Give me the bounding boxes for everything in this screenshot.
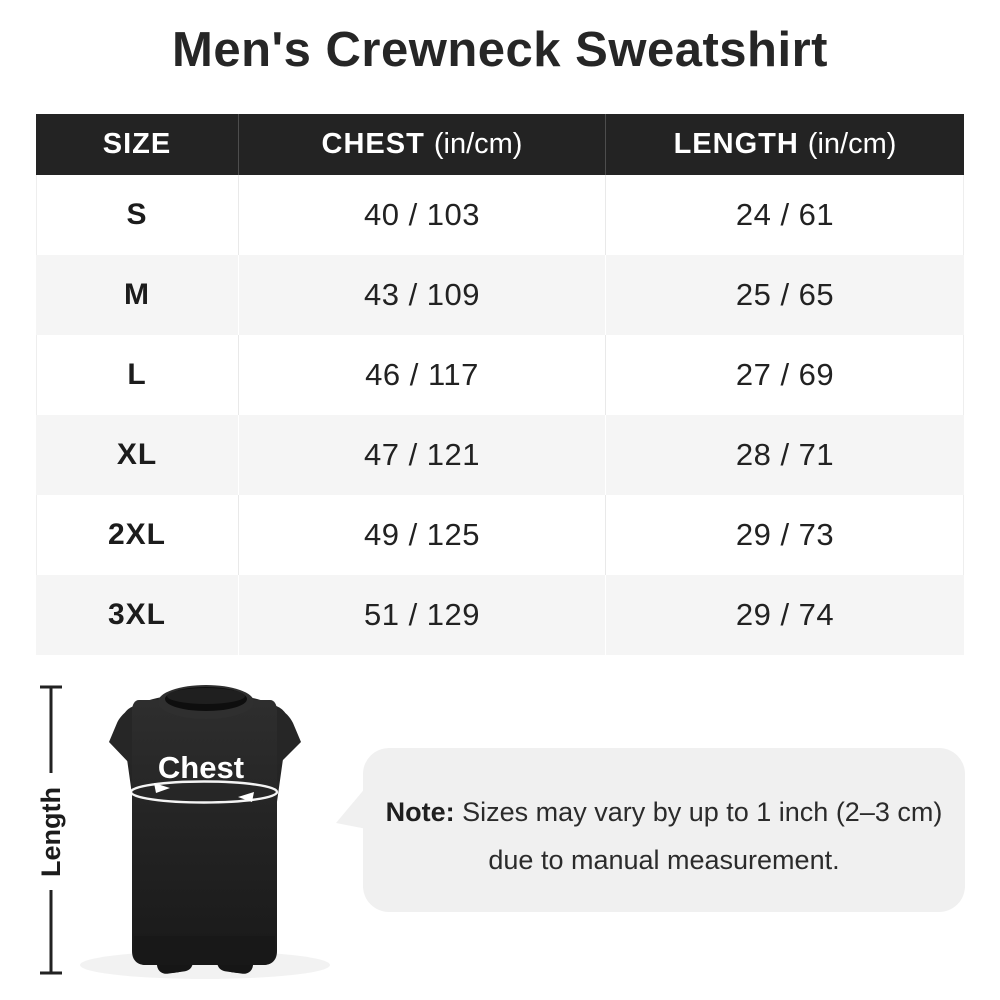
length-cell: 29 / 73 <box>605 495 964 575</box>
size-cell: 2XL <box>107 518 167 551</box>
note-bubble: Note: Sizes may vary by up to 1 inch (2–… <box>363 748 965 912</box>
chest-cell: 46 / 117 <box>238 335 605 415</box>
table-row-xl: XL 47 / 121 28 / 71 <box>36 415 964 495</box>
header-chest-unit: (in/cm) <box>433 128 523 160</box>
arrowhead-right-icon <box>154 783 170 793</box>
note-line1-text: Sizes may vary by up to 1 inch (2–3 cm) <box>462 797 943 827</box>
chest-label: Chest <box>158 750 244 785</box>
chest-cell: 51 / 129 <box>238 575 605 655</box>
length-cell: 25 / 65 <box>605 255 964 335</box>
size-cell: XL <box>116 438 158 471</box>
length-cell: 29 / 74 <box>605 575 964 655</box>
page-title: Men's Crewneck Sweatshirt <box>172 23 828 77</box>
header-chest-label: CHEST <box>321 128 425 160</box>
length-measure-line <box>40 685 62 975</box>
table-row-3xl: 3XL 51 / 129 29 / 74 <box>36 575 964 655</box>
length-label: Length <box>36 787 66 877</box>
measurement-diagram: Length <box>36 685 330 979</box>
note-text-line2: due to manual measurement. <box>488 845 840 875</box>
chest-cell: 47 / 121 <box>238 415 605 495</box>
table-row-2xl: 2XL 49 / 125 29 / 73 <box>36 495 964 575</box>
table-header-row: SIZE CHEST (in/cm) LENGTH (in/cm) <box>36 114 964 175</box>
header-cell-length: LENGTH (in/cm) <box>605 114 964 175</box>
size-cell: 3XL <box>107 598 167 631</box>
chest-cell: 40 / 103 <box>238 175 605 255</box>
note-label: Note: <box>385 797 455 827</box>
note-text-line1: Note: Sizes may vary by up to 1 inch (2–… <box>386 797 943 827</box>
header-cell-chest: CHEST (in/cm) <box>238 114 605 175</box>
length-cell: 24 / 61 <box>605 175 964 255</box>
header-length-label: LENGTH <box>673 128 799 160</box>
header-length-unit: (in/cm) <box>807 128 897 160</box>
table-row-l: L 46 / 117 27 / 69 <box>36 335 964 415</box>
chest-cell: 49 / 125 <box>238 495 605 575</box>
header-size-label: SIZE <box>102 128 172 160</box>
size-chart-table: SIZE CHEST (in/cm) LENGTH (in/cm) S 40 /… <box>36 114 964 655</box>
arrowhead-left-icon <box>238 792 254 802</box>
length-cell: 27 / 69 <box>605 335 964 415</box>
size-cell: L <box>127 358 147 391</box>
size-cell: M <box>124 278 150 311</box>
chest-measure-ellipse <box>129 780 279 804</box>
sweatshirt-image <box>109 685 301 974</box>
table-row-s: S 40 / 103 24 / 61 <box>36 175 964 255</box>
chest-cell: 43 / 109 <box>238 255 605 335</box>
size-cell: S <box>126 198 148 231</box>
length-cell: 28 / 71 <box>605 415 964 495</box>
header-cell-size: SIZE <box>36 114 238 175</box>
table-row-m: M 43 / 109 25 / 65 <box>36 255 964 335</box>
